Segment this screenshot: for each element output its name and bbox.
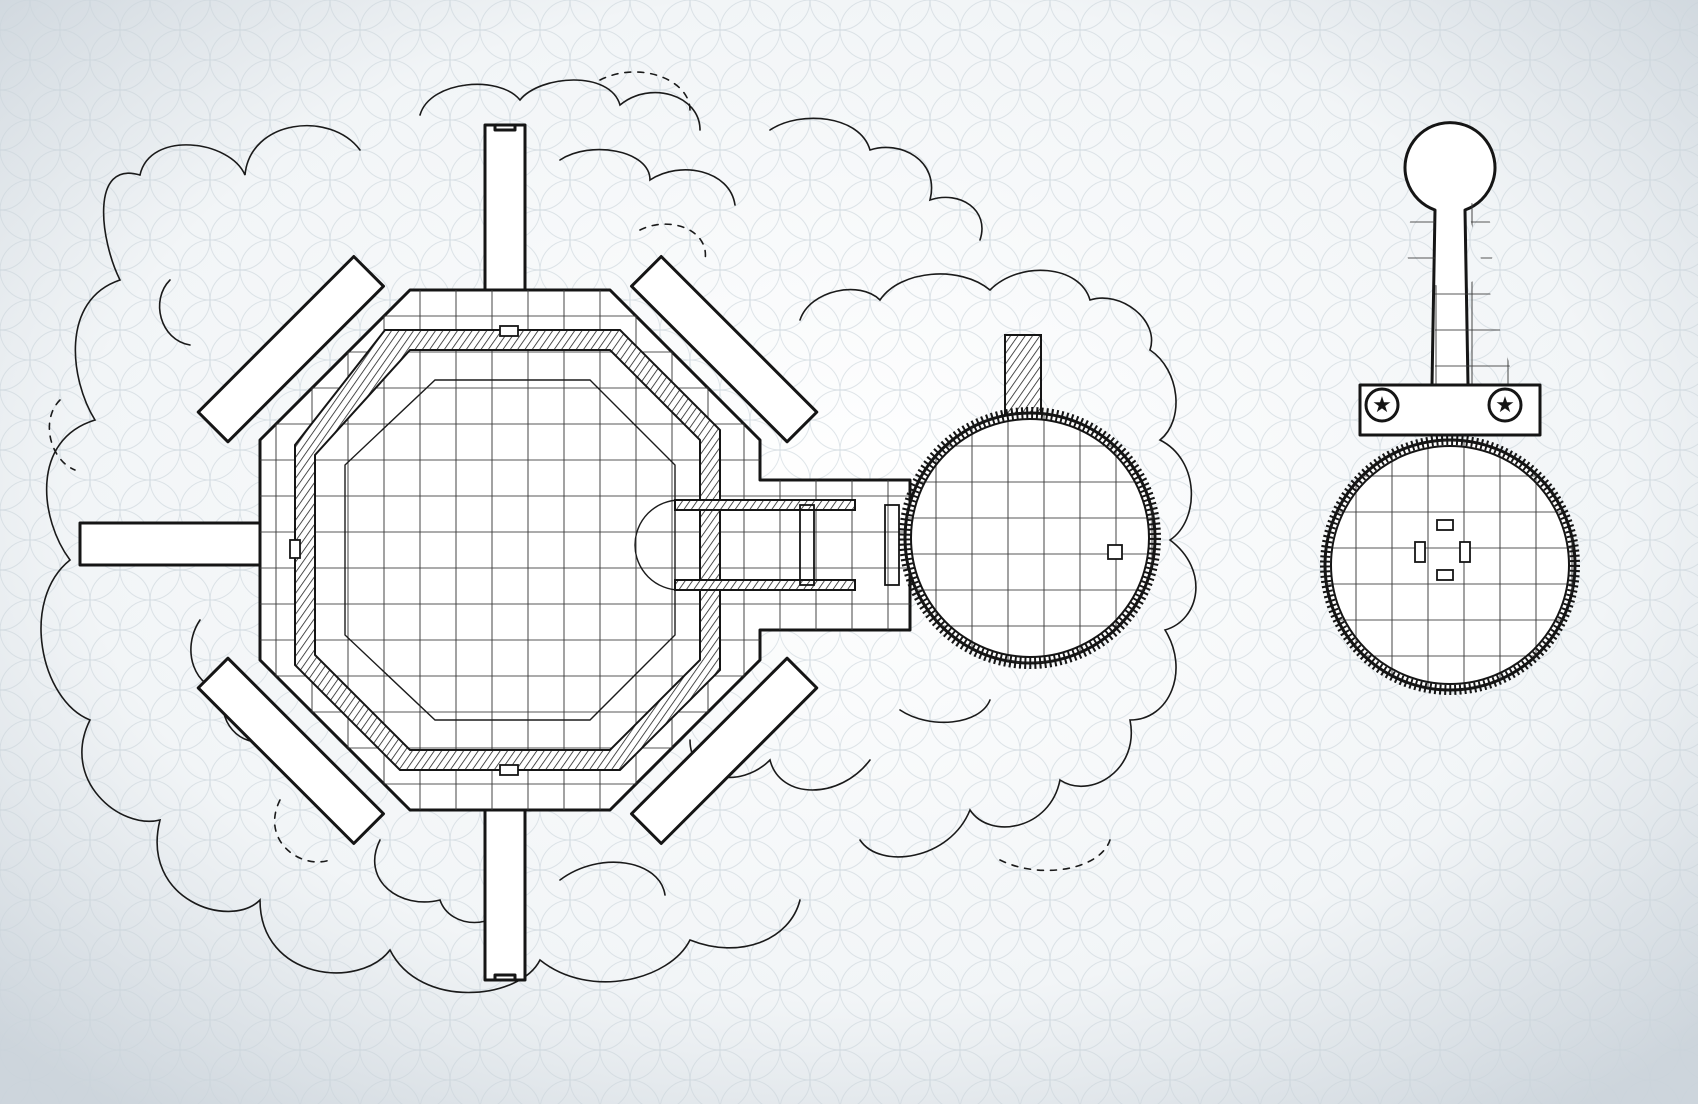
octagon-keep-outer	[258, 288, 912, 812]
hall-door-1[interactable]	[799, 504, 815, 586]
bridge-west	[78, 521, 272, 567]
bridge-southwest	[196, 656, 385, 845]
bridge-northwest	[196, 255, 385, 444]
bridge-southeast	[630, 656, 819, 845]
hall-rubble-bottom	[674, 579, 856, 591]
tower-shaft	[1403, 121, 1497, 387]
hall-door-2[interactable]	[884, 504, 900, 586]
inner-octagon	[344, 379, 676, 721]
keep-door-north[interactable]	[499, 325, 519, 337]
star-icon: ★	[1495, 393, 1515, 418]
altar-box[interactable]	[1107, 544, 1123, 560]
keep-door-west[interactable]	[289, 539, 301, 559]
star-sigil-right	[1487, 387, 1523, 423]
keep-door-south[interactable]	[499, 764, 519, 776]
star-sigil-left	[1364, 387, 1400, 423]
round-chamber-rubble	[899, 407, 1161, 669]
bridge-north	[483, 123, 527, 302]
rubble-ring	[294, 329, 721, 771]
round-chamber-inner-wall	[910, 418, 1150, 658]
radial-bridges	[78, 123, 819, 982]
altar-stones	[1414, 519, 1471, 581]
bridge-south	[483, 798, 527, 982]
hall-rubble-top	[674, 499, 856, 511]
tower-room-inner-wall	[1330, 445, 1570, 685]
bridge-northeast	[630, 255, 819, 444]
tower-room-rubble	[1320, 435, 1580, 695]
hall-arch	[634, 499, 681, 591]
star-icon: ★	[1372, 393, 1392, 418]
